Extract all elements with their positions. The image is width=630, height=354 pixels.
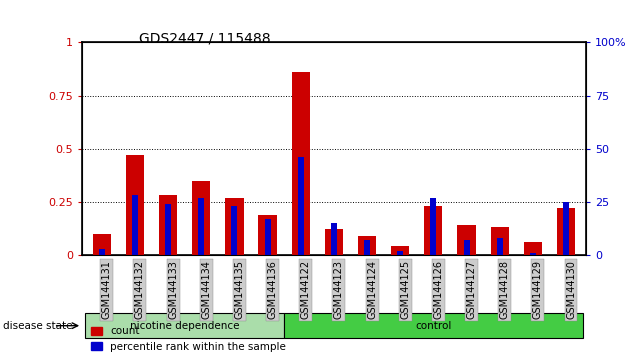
Bar bbox=[258, 215, 277, 255]
Text: GSM144136: GSM144136 bbox=[268, 260, 278, 319]
Text: GSM144135: GSM144135 bbox=[234, 260, 244, 319]
Bar bbox=[99, 249, 105, 255]
Bar bbox=[126, 155, 144, 255]
Bar bbox=[159, 195, 177, 255]
Text: disease state: disease state bbox=[3, 321, 72, 331]
Legend: count, percentile rank within the sample: count, percentile rank within the sample bbox=[87, 322, 290, 354]
Bar bbox=[557, 208, 575, 255]
Bar bbox=[226, 198, 244, 255]
Text: GSM144125: GSM144125 bbox=[400, 260, 410, 319]
Text: GSM144122: GSM144122 bbox=[301, 260, 311, 319]
Bar bbox=[457, 225, 476, 255]
Text: GSM144126: GSM144126 bbox=[433, 260, 444, 319]
Bar bbox=[93, 234, 111, 255]
Bar bbox=[563, 202, 569, 255]
Text: GSM144124: GSM144124 bbox=[367, 260, 377, 319]
Bar bbox=[524, 242, 542, 255]
Bar bbox=[464, 240, 469, 255]
Bar bbox=[325, 229, 343, 255]
Bar bbox=[358, 236, 376, 255]
Bar bbox=[391, 246, 410, 255]
Bar bbox=[364, 240, 370, 255]
Text: GSM144133: GSM144133 bbox=[168, 260, 178, 319]
Text: GSM144131: GSM144131 bbox=[102, 260, 112, 319]
Bar bbox=[192, 181, 210, 255]
Bar bbox=[265, 219, 270, 255]
Text: GSM144123: GSM144123 bbox=[334, 260, 344, 319]
Bar bbox=[530, 253, 536, 255]
Bar bbox=[398, 251, 403, 255]
Text: GSM144130: GSM144130 bbox=[566, 260, 576, 319]
Bar bbox=[292, 72, 310, 255]
Bar bbox=[331, 223, 337, 255]
Text: GSM144134: GSM144134 bbox=[201, 260, 211, 319]
Text: GSM144132: GSM144132 bbox=[135, 260, 145, 319]
Bar bbox=[496, 238, 503, 255]
Bar bbox=[298, 157, 304, 255]
Bar bbox=[424, 206, 442, 255]
Bar bbox=[198, 198, 204, 255]
Bar bbox=[165, 204, 171, 255]
Text: GSM144127: GSM144127 bbox=[467, 260, 476, 319]
Text: nicotine dependence: nicotine dependence bbox=[130, 321, 239, 331]
Text: GSM144129: GSM144129 bbox=[533, 260, 543, 319]
Bar bbox=[132, 195, 138, 255]
Text: GDS2447 / 115488: GDS2447 / 115488 bbox=[139, 32, 270, 46]
Text: GSM144128: GSM144128 bbox=[500, 260, 510, 319]
Bar bbox=[231, 206, 238, 255]
Bar bbox=[491, 227, 509, 255]
Text: control: control bbox=[415, 321, 452, 331]
Bar bbox=[430, 198, 437, 255]
